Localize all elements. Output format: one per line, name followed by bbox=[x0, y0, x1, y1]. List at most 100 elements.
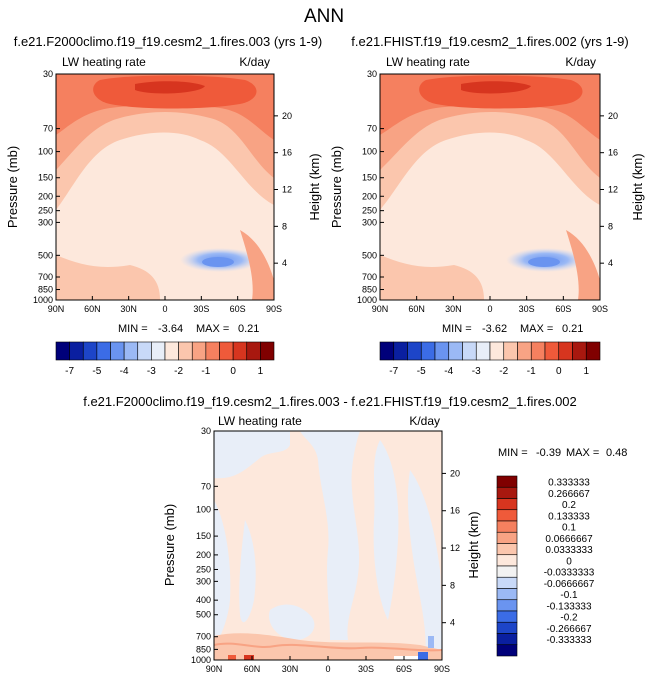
panel-3-axes: 90N 60N 30N 0 30S 60S 90S 30 70 100 150 200 250 300 40… bbox=[191, 426, 460, 674]
x-tick-label: 90S bbox=[592, 304, 608, 314]
colorbar-label: 0.0333333 bbox=[545, 545, 593, 556]
height-tick-label: 20 bbox=[282, 111, 292, 121]
panel-2-min-value: -3.62 bbox=[482, 323, 507, 335]
colorbar-swatch bbox=[191, 341, 207, 361]
colorbar-label: -3 bbox=[147, 366, 156, 377]
colorbar-label: 0.2 bbox=[562, 500, 576, 511]
x-tick-label: 90N bbox=[48, 304, 65, 314]
colorbar-swatch bbox=[69, 341, 84, 361]
height-tick-label: 12 bbox=[450, 543, 460, 553]
panel-2-low-right bbox=[566, 230, 600, 300]
colorbar-label: 0 bbox=[556, 366, 562, 377]
panel-2-stats: MIN = -3.62 MAX = 0.21 bbox=[442, 323, 583, 335]
x-tick-label: 90N bbox=[372, 304, 389, 314]
x-tick-label: 30N bbox=[445, 304, 462, 314]
y-tick-label: 700 bbox=[196, 632, 211, 642]
colorbar-swatch bbox=[496, 554, 518, 567]
panel-1-field bbox=[56, 74, 274, 300]
panel-3-neg-spot bbox=[428, 636, 434, 648]
panel-2-ylabel: Pressure (mb) bbox=[329, 146, 344, 228]
panel-3-field bbox=[214, 431, 442, 660]
colorbar-swatch bbox=[123, 341, 139, 361]
colorbar-swatch bbox=[496, 509, 518, 522]
y-tick-label: 100 bbox=[38, 147, 53, 157]
figure-title: ANN bbox=[304, 6, 344, 27]
x-tick-label: 90S bbox=[266, 304, 282, 314]
panel-1-ylabel-right: Height (km) bbox=[307, 153, 322, 220]
panel-3-ylabel: Pressure (mb) bbox=[162, 504, 177, 586]
y-tick-label: 30 bbox=[43, 69, 53, 79]
colorbar-label: -4 bbox=[120, 366, 129, 377]
colorbar-swatch bbox=[219, 341, 234, 361]
colorbar-swatch bbox=[585, 341, 601, 361]
height-tick-label: 8 bbox=[450, 580, 455, 590]
panel-1-low-right bbox=[240, 230, 274, 300]
colorbar-label: -5 bbox=[417, 366, 426, 377]
panel-1-min-core bbox=[202, 257, 234, 267]
colorbar-label: -0.266667 bbox=[546, 624, 591, 635]
panel-3-neg-patch-b bbox=[300, 431, 360, 640]
y-tick-label: 700 bbox=[362, 272, 377, 282]
panel-3-neg-patch-a bbox=[214, 431, 290, 479]
y-tick-label: 850 bbox=[38, 285, 53, 295]
panel-1-contour-max bbox=[135, 81, 205, 94]
colorbar-swatch bbox=[496, 610, 518, 623]
x-tick-label: 0 bbox=[325, 664, 330, 674]
y-tick-label: 300 bbox=[38, 217, 53, 227]
height-tick-label: 20 bbox=[450, 468, 460, 478]
colorbar-swatch bbox=[137, 341, 152, 361]
x-tick-label: 60N bbox=[408, 304, 425, 314]
y-tick-label: 150 bbox=[38, 173, 53, 183]
y-tick-label: 300 bbox=[196, 576, 211, 586]
panel-3-neg-patch-e bbox=[373, 440, 399, 620]
colorbar-swatch bbox=[448, 341, 463, 361]
panel-1-column-light bbox=[147, 150, 180, 234]
panel-1-max-value: 0.21 bbox=[238, 323, 259, 335]
y-tick-label: 30 bbox=[367, 69, 377, 79]
x-tick-label: 30S bbox=[193, 304, 209, 314]
colorbar-label: -7 bbox=[389, 366, 398, 377]
panel-1-max-label: MAX = bbox=[196, 323, 229, 335]
colorbar-swatch bbox=[496, 498, 518, 511]
colorbar-label: -0.0666667 bbox=[544, 579, 595, 590]
x-tick-label: 30N bbox=[120, 304, 137, 314]
colorbar-swatch bbox=[55, 341, 70, 361]
colorbar-label: -0.333333 bbox=[546, 635, 591, 646]
panel-3-min-value: -0.39 bbox=[536, 447, 561, 459]
colorbar-label: -1 bbox=[201, 366, 210, 377]
y-tick-label: 500 bbox=[196, 610, 211, 620]
x-tick-label: 30S bbox=[358, 664, 374, 674]
height-tick-label: 4 bbox=[450, 618, 455, 628]
y-tick-label: 100 bbox=[362, 147, 377, 157]
panel-1-min-value: -3.64 bbox=[158, 323, 183, 335]
colorbar-swatch bbox=[407, 341, 422, 361]
panel-1-low-band bbox=[56, 255, 160, 300]
panel-2-title: f.e21.FHIST.f19_f19.cesm2_1.fires.002 (y… bbox=[351, 34, 628, 49]
colorbar-swatch bbox=[496, 531, 518, 544]
height-tick-label: 12 bbox=[608, 185, 618, 195]
height-tick-label: 20 bbox=[608, 111, 618, 121]
y-tick-label: 1000 bbox=[191, 655, 211, 665]
colorbar-label: 0.0666667 bbox=[545, 534, 593, 545]
colorbar-swatch bbox=[517, 341, 532, 361]
panel-2-column-light bbox=[473, 150, 506, 234]
panel-3-max-value: 0.48 bbox=[606, 447, 627, 459]
panel-2-max-value: 0.21 bbox=[562, 323, 583, 335]
colorbar-label: -3 bbox=[472, 366, 481, 377]
colorbar-swatch bbox=[496, 475, 518, 488]
colorbar-difference: 0.3333330.2666670.20.1333330.10.06666670… bbox=[496, 475, 595, 657]
x-tick-label: 30N bbox=[282, 664, 299, 674]
colorbar-swatch bbox=[572, 341, 587, 361]
height-tick-label: 12 bbox=[282, 185, 292, 195]
height-tick-label: 8 bbox=[282, 221, 287, 231]
colorbar-swatch bbox=[496, 565, 518, 578]
colorbar-swatch bbox=[496, 588, 518, 601]
panel-3-neg-patch-c bbox=[214, 500, 231, 645]
panel-3-surface-contour bbox=[214, 642, 442, 652]
y-tick-label: 300 bbox=[362, 217, 377, 227]
y-tick-label: 70 bbox=[201, 481, 211, 491]
colorbar-label: -1 bbox=[527, 366, 536, 377]
